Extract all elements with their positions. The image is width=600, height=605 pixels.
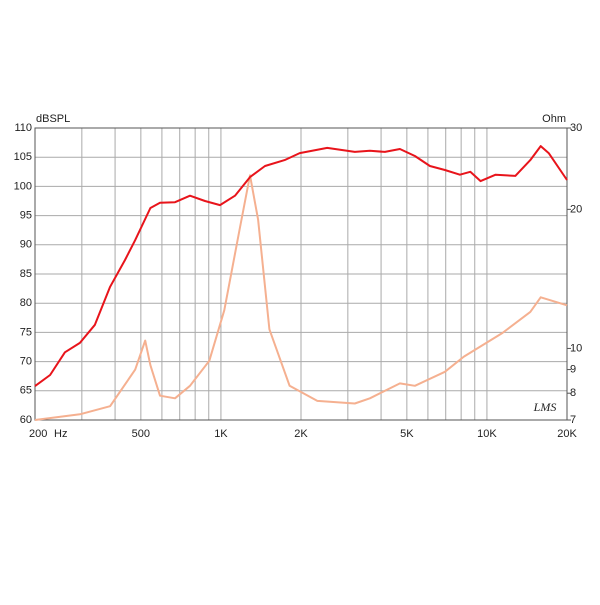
y2-tick-label: 8 <box>570 387 576 399</box>
y-tick-label: 60 <box>20 414 32 426</box>
y-tick-label: 100 <box>14 180 32 192</box>
x-tick-label: 1K <box>214 428 228 440</box>
x-tick-label: 10K <box>477 428 497 440</box>
y2-tick-label: 20 <box>570 203 582 215</box>
y-tick-label: 65 <box>20 385 32 397</box>
y-tick-label: 85 <box>20 268 32 280</box>
y2-axis-label: Ohm <box>542 113 566 125</box>
y-tick-label: 80 <box>20 297 32 309</box>
y-tick-label: 70 <box>20 356 32 368</box>
y-axis-label: dBSPL <box>36 113 70 125</box>
y-tick-label: 105 <box>14 151 32 163</box>
x-tick-label: 5K <box>400 428 414 440</box>
x-axis-label: Hz <box>54 428 67 440</box>
y2-tick-label: 7 <box>570 414 576 426</box>
y-tick-label: 110 <box>14 122 32 134</box>
y-tick-label: 95 <box>20 210 32 222</box>
x-tick-label: 2K <box>294 428 308 440</box>
x-tick-label: 500 <box>132 428 150 440</box>
plot-frame <box>34 127 568 421</box>
y2-tick-label: 9 <box>570 363 576 375</box>
watermark: LMS <box>533 400 557 414</box>
y2-tick-label: 10 <box>570 342 582 354</box>
series-line <box>34 145 568 387</box>
x-tick-label: 200 <box>29 428 47 440</box>
series-line <box>34 174 568 421</box>
y-tick-label: 90 <box>20 239 32 251</box>
y-tick-label: 75 <box>20 326 32 338</box>
y2-tick-label: 30 <box>570 122 582 134</box>
x-tick-label: 20K <box>557 428 577 440</box>
